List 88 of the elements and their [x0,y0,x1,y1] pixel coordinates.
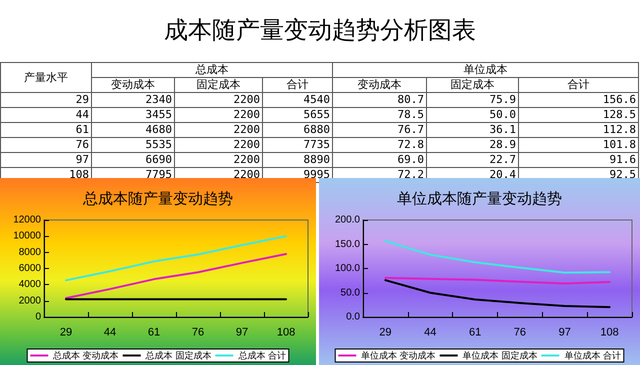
text: 9995 [304,168,330,181]
text: 5655 [304,108,330,121]
x-tick-label: 108 [600,326,619,338]
text: 69.0 [398,153,424,166]
text: 112.8 [602,123,636,136]
text: 总成本 [92,62,332,78]
x-tick-label: 61 [468,326,482,338]
x-tick-label: 76 [514,326,526,338]
text: 78.5 [398,108,424,121]
x-tick-label: 29 [60,326,72,338]
legend-label: 单位成本 固定成本 [462,350,538,360]
text: 产量水平 [0,62,92,92]
x-tick-label: 29 [379,326,392,338]
text: 4540 [304,93,330,106]
text: 50.0 [490,108,516,121]
text: 28.9 [490,138,516,151]
text: 22.7 [490,153,516,166]
x-tick-label: 76 [192,326,204,338]
line-series [65,235,287,282]
legend-label: 单位成本 变动成本 [361,350,436,360]
text: 128.5 [602,108,636,121]
text: 20.4 [490,168,516,181]
text: 3455 [146,108,172,121]
text: 合计 [262,78,332,92]
text: 80.7 [398,93,424,106]
x-tick-label: 97 [236,326,248,338]
y-tick-label: 6000 [18,263,42,274]
y-tick-label: 2000 [18,295,42,306]
x-tick-label: 44 [104,326,116,338]
text: 固定成本 [426,78,518,92]
y-tick-label: 150.0 [334,238,360,250]
y-tick-label: 0 [35,312,42,322]
y-tick-label: 8000 [18,246,42,258]
text: 变动成本 [92,78,174,92]
text: 2200 [234,168,260,181]
text: 2200 [234,108,260,121]
text: 7795 [146,168,172,181]
text: 2200 [234,123,260,136]
y-tick-label: 0.0 [346,312,360,322]
y-tick-label: 50.0 [340,287,360,298]
line-series [65,252,287,300]
y-tick-label: 12000 [13,214,42,226]
category-label: 29 [76,93,89,106]
legend-label: 总成本 变动成本 [52,350,119,360]
text: 8890 [304,153,330,166]
category-label: 97 [76,153,89,166]
text: 72.8 [398,138,424,151]
text: 76.7 [398,123,424,136]
text: 91.6 [610,153,636,166]
text: 7735 [304,138,330,151]
y-tick-label: 100.0 [334,263,360,274]
y-tick-label: 4000 [18,279,42,290]
category-label: 108 [69,168,89,181]
text: 成本随产量变动趋势分析图表 [163,15,477,46]
chart-title: 单位成本随产量变动趋势 [397,190,562,208]
x-tick-label: 44 [424,326,436,338]
text: 6690 [146,153,172,166]
text: 2340 [146,93,172,106]
legend-label: 单位成本 合计 [564,350,621,360]
y-tick-label: 10000 [13,230,42,242]
text: 6880 [304,123,330,136]
category-label: 61 [76,123,89,136]
text: 2200 [234,93,260,106]
text: 单位成本 [332,62,638,78]
legend-label: 总成本 固定成本 [144,350,212,360]
chart-title: 总成本随产量变动趋势 [82,190,233,208]
text: 72.2 [398,168,424,181]
text: 75.9 [490,93,516,106]
text: 4680 [146,123,172,136]
text: 固定成本 [174,78,262,92]
legend-label: 总成本 合计 [237,350,286,360]
text: 2200 [234,138,260,151]
text: 101.8 [602,138,636,151]
text: 5535 [146,138,172,151]
text: 156.6 [602,93,636,106]
category-label: 76 [76,138,89,151]
line-series [384,240,611,274]
text: 变动成本 [332,78,426,92]
category-label: 44 [76,108,89,121]
text: 合计 [518,78,638,92]
line-series [384,279,611,308]
x-tick-label: 97 [558,326,571,338]
y-tick-label: 200.0 [334,214,360,226]
x-tick-label: 108 [276,326,296,338]
x-tick-label: 61 [148,326,160,338]
text: 92.5 [610,168,636,181]
text: 36.1 [490,123,516,136]
text: 2200 [234,153,260,166]
